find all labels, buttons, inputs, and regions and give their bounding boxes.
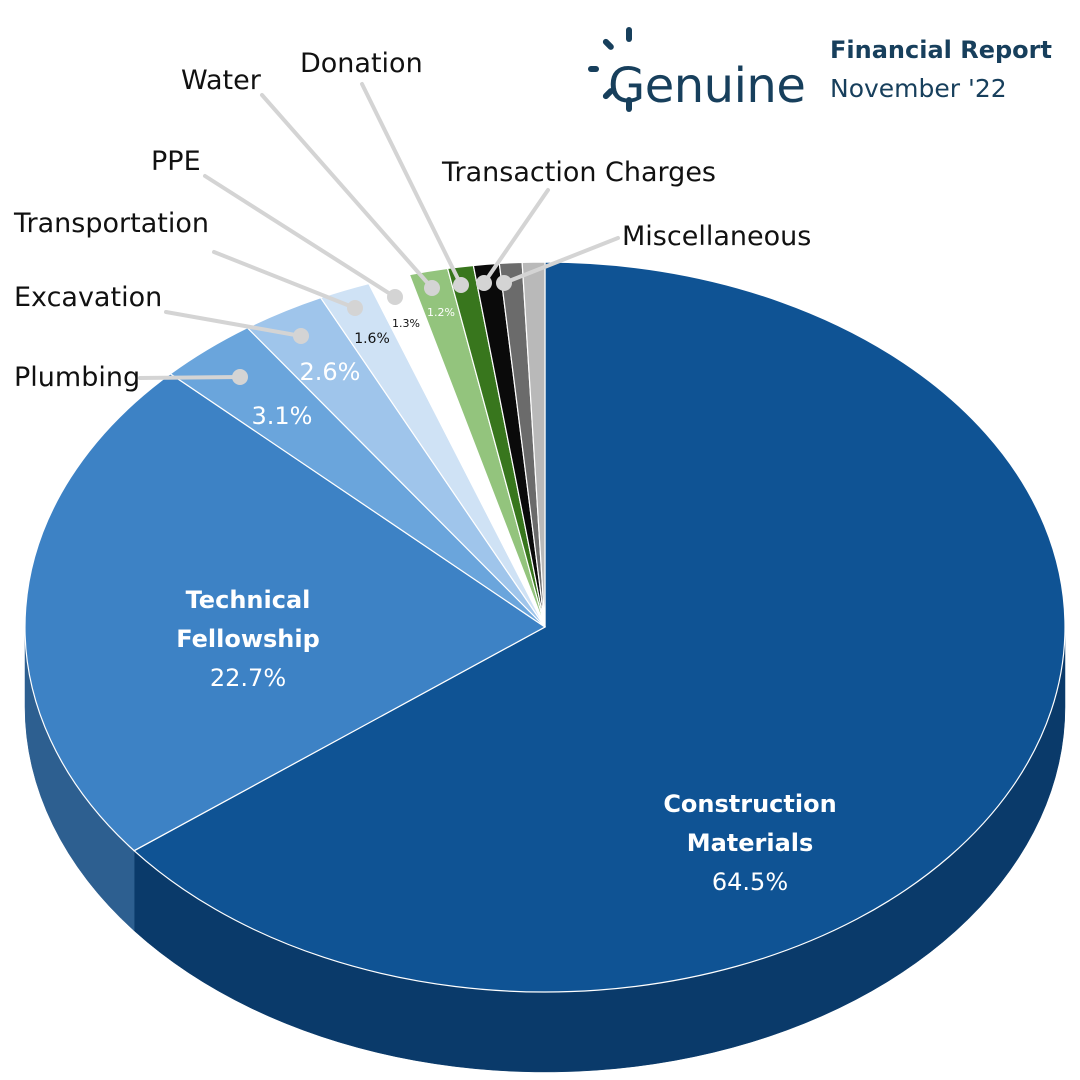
leader-dot	[387, 289, 403, 305]
leader-dot	[232, 369, 248, 385]
report-header: Genuine Financial Report November '22	[586, 22, 1066, 122]
leader-line	[482, 188, 550, 285]
slice-value-ppe: 1.3%	[392, 317, 420, 330]
callout-label-ppe: PPE	[151, 146, 201, 177]
brand-name: Genuine	[608, 58, 806, 114]
slice-unlabeled	[521, 261, 546, 628]
callout-transportation: Transportation 1.6%	[13, 208, 390, 347]
leader-line	[360, 82, 463, 287]
callout-water: Water 1.2%	[181, 65, 455, 319]
sun-logo-icon	[588, 27, 632, 112]
leader-line	[260, 93, 434, 290]
leader-line	[212, 250, 357, 310]
slice-label-construction-materials: Construction Materials	[663, 790, 836, 857]
callout-plumbing: Plumbing 3.1%	[14, 362, 312, 430]
slice-value-water: 1.2%	[427, 306, 455, 319]
slice-construction-materials	[133, 261, 1066, 993]
leader-dot	[476, 275, 492, 291]
callout-label-transaction-charges: Transaction Charges	[441, 157, 716, 188]
leader-line	[502, 236, 620, 285]
leader-dot	[453, 277, 469, 293]
slice-value-transportation: 1.6%	[354, 331, 390, 347]
report-date: November '22	[830, 74, 1007, 103]
slice-value-excavation: 2.6%	[300, 358, 361, 386]
leader-line	[164, 310, 303, 338]
report-title: Financial Report	[830, 36, 1052, 64]
callout-label-transportation: Transportation	[13, 208, 209, 239]
leader-line	[203, 174, 397, 299]
leader-dot	[424, 280, 440, 296]
callout-label-excavation: Excavation	[14, 282, 162, 313]
slice-value-plumbing: 3.1%	[252, 402, 313, 430]
callout-ppe: PPE 1.3%	[151, 146, 420, 330]
leader-dot	[347, 300, 363, 316]
slice-value-construction-materials: 64.5%	[712, 868, 788, 896]
slice-technical-fellowship	[24, 373, 547, 852]
callout-excavation: Excavation 2.6%	[14, 282, 360, 386]
leader-dot	[293, 328, 309, 344]
leader-line	[138, 375, 242, 380]
callout-donation: Donation	[300, 48, 469, 293]
callout-miscellaneous: Miscellaneous	[496, 221, 811, 291]
slice-label-technical-fellowship: Technical Fellowship	[176, 586, 320, 653]
callout-label-donation: Donation	[300, 48, 423, 79]
callout-label-plumbing: Plumbing	[14, 362, 140, 393]
callout-transaction-charges: Transaction Charges	[441, 157, 716, 291]
callout-label-miscellaneous: Miscellaneous	[622, 221, 811, 252]
callout-label-water: Water	[181, 65, 262, 96]
slice-value-technical-fellowship: 22.7%	[210, 664, 286, 692]
leader-dot	[496, 275, 512, 291]
